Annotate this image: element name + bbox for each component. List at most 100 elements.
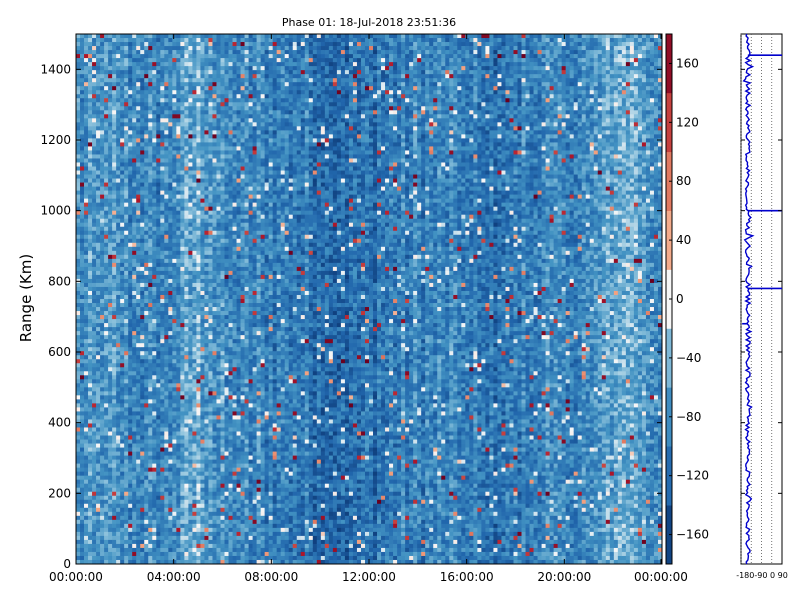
heatmap-cell [180,134,184,138]
heatmap-cell [225,472,229,476]
heatmap-cell [96,223,100,227]
heatmap-cell [132,468,136,472]
heatmap-cell [104,452,108,456]
heatmap-cell [176,476,180,480]
heatmap-cell [100,303,104,307]
heatmap-cell [108,383,112,387]
heatmap-cell [84,556,88,560]
heatmap-cell [180,407,184,411]
heatmap-cell [136,138,140,142]
heatmap-cell [132,323,136,327]
heatmap-cell [96,299,100,303]
heatmap-cell [108,231,112,235]
heatmap-cell [116,343,120,347]
heatmap-cell [116,351,120,355]
heatmap-cell [120,339,124,343]
heatmap-cell [176,323,180,327]
heatmap-cell [140,162,144,166]
heatmap-cell [156,162,160,166]
heatmap-cell [116,444,120,448]
heatmap-cell [104,122,108,126]
heatmap-cell [132,142,136,146]
heatmap-cell [176,303,180,307]
heatmap-cell [88,126,92,130]
heatmap-cell [184,387,188,391]
heatmap-cell [92,122,96,126]
heatmap-cell [96,247,100,251]
heatmap-cell [80,516,84,520]
heatmap-cell [176,38,180,42]
heatmap-cell [220,126,224,130]
heatmap-cell [200,343,204,347]
heatmap-cell [192,227,196,231]
heatmap-cell [156,311,160,315]
heatmap-cell [132,98,136,102]
heatmap-cell [196,58,200,62]
heatmap-cell [188,183,192,187]
heatmap-cell [108,239,112,243]
heatmap-cell [112,548,116,552]
heatmap-cell [136,130,140,134]
heatmap-cell [176,235,180,239]
heatmap-cell [204,496,208,500]
heatmap-cell [100,504,104,508]
heatmap-cell [168,207,172,211]
heatmap-cell [192,118,196,122]
heatmap-cell [140,110,144,114]
heatmap-cell [168,552,172,556]
heatmap-cell [140,167,144,171]
heatmap-cell [200,351,204,355]
heatmap-cell [208,307,212,311]
heatmap-cell [104,179,108,183]
heatmap-cell [212,255,216,259]
heatmap-cell [88,207,92,211]
heatmap-cell [196,118,200,122]
heatmap-cell [92,351,96,355]
heatmap-cell [144,331,148,335]
heatmap-cell [144,480,148,484]
heatmap-cell [225,271,229,275]
heatmap-cell [144,307,148,311]
heatmap-cell [196,126,200,130]
heatmap-cell [144,512,148,516]
heatmap-cell [160,62,164,66]
heatmap-cell [112,327,116,331]
heatmap-cell [132,102,136,106]
heatmap-cell [156,291,160,295]
heatmap-cell [80,331,84,335]
heatmap-cell [208,488,212,492]
heatmap-cell [116,395,120,399]
heatmap-cell [192,86,196,90]
heatmap-cell [140,191,144,195]
heatmap-cell [200,203,204,207]
heatmap-cell [192,207,196,211]
heatmap-cell [176,339,180,343]
heatmap-cell [88,303,92,307]
heatmap-cell [132,199,136,203]
heatmap-cell [196,74,200,78]
heatmap-cell [84,187,88,191]
heatmap-cell [216,536,220,540]
heatmap-cell [188,122,192,126]
heatmap-cell [100,179,104,183]
heatmap-cell [225,415,229,419]
heatmap-cell [164,456,168,460]
heatmap-cell [128,480,132,484]
heatmap-cell [76,154,80,158]
heatmap-cell [128,199,132,203]
heatmap-cell [100,94,104,98]
heatmap-cell [176,331,180,335]
heatmap-cell [108,203,112,207]
heatmap-cell [128,66,132,70]
heatmap-cell [200,480,204,484]
heatmap-cell [160,419,164,423]
heatmap-cell [80,46,84,50]
heatmap-cell [100,215,104,219]
heatmap-cell [108,335,112,339]
heatmap-cell [184,158,188,162]
heatmap-cell [84,395,88,399]
heatmap-cell [148,207,152,211]
heatmap-cell [225,167,229,171]
heatmap-cell [168,175,172,179]
heatmap-cell [152,130,156,134]
